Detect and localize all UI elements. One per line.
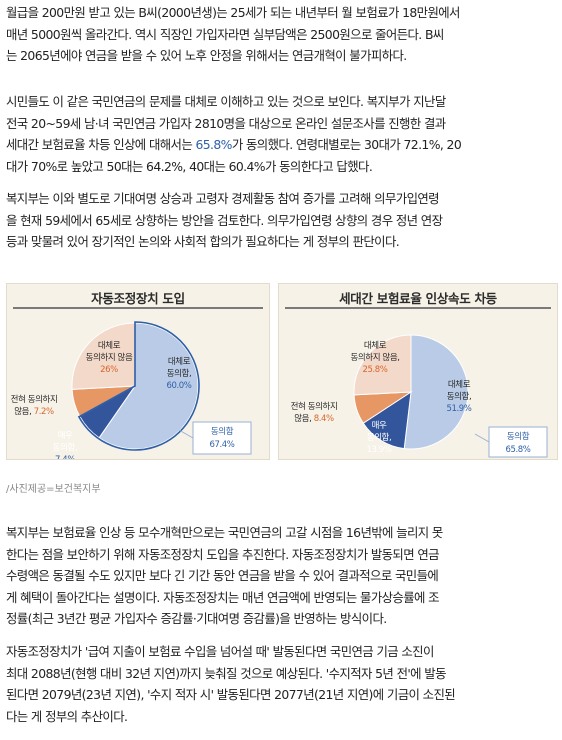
paragraph-3-line-2: 을 현재 59세에서 65세로 상향하는 방안을 검토한다. 의무가입연령 상향… — [6, 212, 443, 228]
paragraph-3-line-1: 복지부는 이와 별도로 기대여명 상승과 고령자 경제활동 참여 증가를 고려해… — [6, 191, 440, 206]
pie-0-summary-box — [192, 421, 252, 455]
chart-left-title-rule — [13, 307, 263, 309]
pie-0-slice-0 — [98, 322, 199, 450]
article-paragraph-4: 복지부는 보험료율 인상 등 모수개혁만으로는 국민연금의 고갈 시점을 16년… — [6, 522, 556, 630]
pie-1-label-0-a: 대체로 — [448, 379, 471, 390]
pie-0-summary-label: 동의함 — [211, 426, 234, 437]
paragraph-5-line-1: 자동조정장치가 '급여 지출이 보험료 수입을 넘어설 때' 발동된다면 국민연… — [6, 644, 434, 659]
pie-0-label-3-b: 동의하지 않음 — [86, 352, 133, 363]
pie-1-summary-box — [488, 426, 548, 458]
paragraph-4-line-3: 수령액은 동결될 수도 있지만 보다 긴 기간 동안 연금을 받을 수 있어 결… — [6, 568, 439, 583]
photo-credit: /사진제공=보건복지부 — [6, 484, 101, 495]
pie-1-value-0: 51.9% — [446, 404, 471, 414]
pie-1-label-3-b: 동의하지 않음, — [350, 352, 399, 363]
chart-right-title: 세대간 보험료율 인상속도 차등 — [339, 291, 497, 306]
pie-1-value-2: 8.4% — [314, 414, 334, 424]
paragraph-1-line-1: 월급을 200만원 받고 있는 B씨(2000년생)는 25세가 되는 내년부터… — [6, 5, 460, 20]
paragraph-4-line-1: 복지부는 보험료율 인상 등 모수개혁만으로는 국민연금의 고갈 시점을 16년… — [6, 525, 443, 540]
pie-0-label-2-b: 않음, 7.2% — [14, 407, 54, 417]
pie-0-summary-value: 67.4% — [209, 440, 234, 450]
paragraph-2-line-2: 전국 20~59세 남·녀 국민연금 가입자 2810명을 대상으로 온라인 설… — [6, 115, 446, 131]
paragraph-5-line-4: 다는 게 정부의 추산이다. — [6, 708, 128, 724]
paragraph-4-line-2: 한다는 점을 보안하기 위해 자동조정장치 도입을 추진한다. 자동조정장치가 … — [6, 546, 440, 562]
pie-1-label-1-b: 동의함, — [367, 432, 392, 443]
pie-1-label-0-b: 동의함, — [447, 391, 472, 402]
paragraph-2-line-3-b: 65.8% — [195, 137, 232, 152]
paragraph-5-line-3: 된다면 2079년(23년 지연), '수지 적자 시' 발동된다면 2077년… — [6, 687, 456, 702]
paragraph-2-line-3-a: 세대간 보험료율 차등 인상에 대해서는 — [6, 137, 196, 152]
paragraph-2-line-1: 시민들도 이 같은 국민연금의 문제를 대체로 이해하고 있는 것으로 보인다.… — [6, 94, 446, 109]
pie-0-label-2-a: 전혀 동의하지 — [11, 394, 58, 405]
article-paragraph-3: 복지부는 이와 별도로 기대여명 상승과 고령자 경제활동 참여 증가를 고려해… — [6, 188, 556, 253]
article-paragraph-1: 월급을 200만원 받고 있는 B씨(2000년생)는 25세가 되는 내년부터… — [6, 2, 556, 67]
pie-0-summary-leader — [178, 429, 194, 439]
paragraph-2-line-3: 세대간 보험료율 차등 인상에 대해서는 65.8%가 동의했다. 연령대별로는… — [6, 134, 556, 156]
paragraph-3-line-3: 등과 맞물려 있어 장기적인 논의와 사회적 합의가 필요하다는 게 정부의 판… — [6, 234, 400, 249]
pie-0-label-0-b: 동의함, — [167, 368, 192, 379]
pie-1-summary-value: 65.8% — [505, 445, 530, 455]
pie-1-value-1: 13.9% — [366, 445, 391, 455]
chart-left-title: 자동조정장치 도입 — [91, 291, 185, 306]
pie-1-label-3-a: 대체로 — [364, 340, 387, 351]
pie-0-value-1: 7.4% — [55, 455, 75, 459]
pie-0-slice-3 — [71, 322, 136, 390]
pie-0-agree-outline — [77, 321, 200, 451]
pie-0-value-3: 26% — [100, 365, 118, 375]
article-paragraph-5: 자동조정장치가 '급여 지출이 보험료 수입을 넘어설 때' 발동된다면 국민연… — [6, 641, 556, 727]
article-paragraph-2: 시민들도 이 같은 국민연금의 문제를 대체로 이해하고 있는 것으로 보인다.… — [6, 91, 556, 177]
pie-0-label-1-b: 동의함, — [53, 442, 78, 453]
pie-1-summary-leader — [474, 433, 490, 443]
pie-1-label-1-a: 매우 — [372, 421, 387, 431]
chart-panel-right: 세대간 보험료율 인상속도 차등 대체로 동의함, 51.9% 매우 동의함, 13.9%… — [278, 283, 558, 460]
paragraph-1-line-2: 매년 5000원씩 올라간다. 역시 직장인 가입자라면 실부담액은 2500원… — [6, 26, 444, 42]
paragraph-4-line-4: 게 혜택이 돌아간다는 설명이다. 자동조정장치는 매년 연금액에 반영되는 물… — [6, 589, 440, 605]
paragraph-1-line-3: 는 2065년에야 연금을 받을 수 있어 노후 안정을 위해서는 연금개혁이 … — [6, 48, 407, 63]
paragraph-4-line-5: 정률(최근 3년간 평균 가입자수 증감률·기대여명 증감률)을 반영하는 방식… — [6, 611, 387, 626]
pie-0-label-0-a: 대체로 — [168, 356, 191, 367]
pie-1-label-2-b: 않음, 8.4% — [294, 414, 334, 424]
chart-right-title-rule — [285, 307, 551, 309]
pie-0-value-0: 60.0% — [166, 381, 191, 391]
pie-1-slice-3 — [353, 334, 412, 396]
paragraph-2-line-3-c: 가 동의했다. 연령대별로는 30대가 72.1%, 20 — [231, 137, 462, 152]
pie-0-value-2: 7.2% — [34, 407, 54, 417]
paragraph-5-line-2: 최대 2088년(현행 대비 32년 지연)까지 늦춰질 것으로 예상된다. '… — [6, 665, 447, 681]
pie-0-label-1-a: 매우 — [58, 431, 73, 441]
pie-0-label-3-a: 대체로 — [98, 340, 121, 351]
pie-1-slice-0 — [403, 334, 469, 450]
pie-1-summary-label: 동의함 — [507, 431, 530, 442]
pie-1-label-2-a: 전혀 동의하지 — [291, 401, 338, 412]
paragraph-2-line-4: 대가 70%로 높았고 50대는 64.2%, 40대는 60.4%가 동의한다… — [6, 158, 373, 174]
pie-1-value-3: 25.8% — [362, 365, 387, 375]
